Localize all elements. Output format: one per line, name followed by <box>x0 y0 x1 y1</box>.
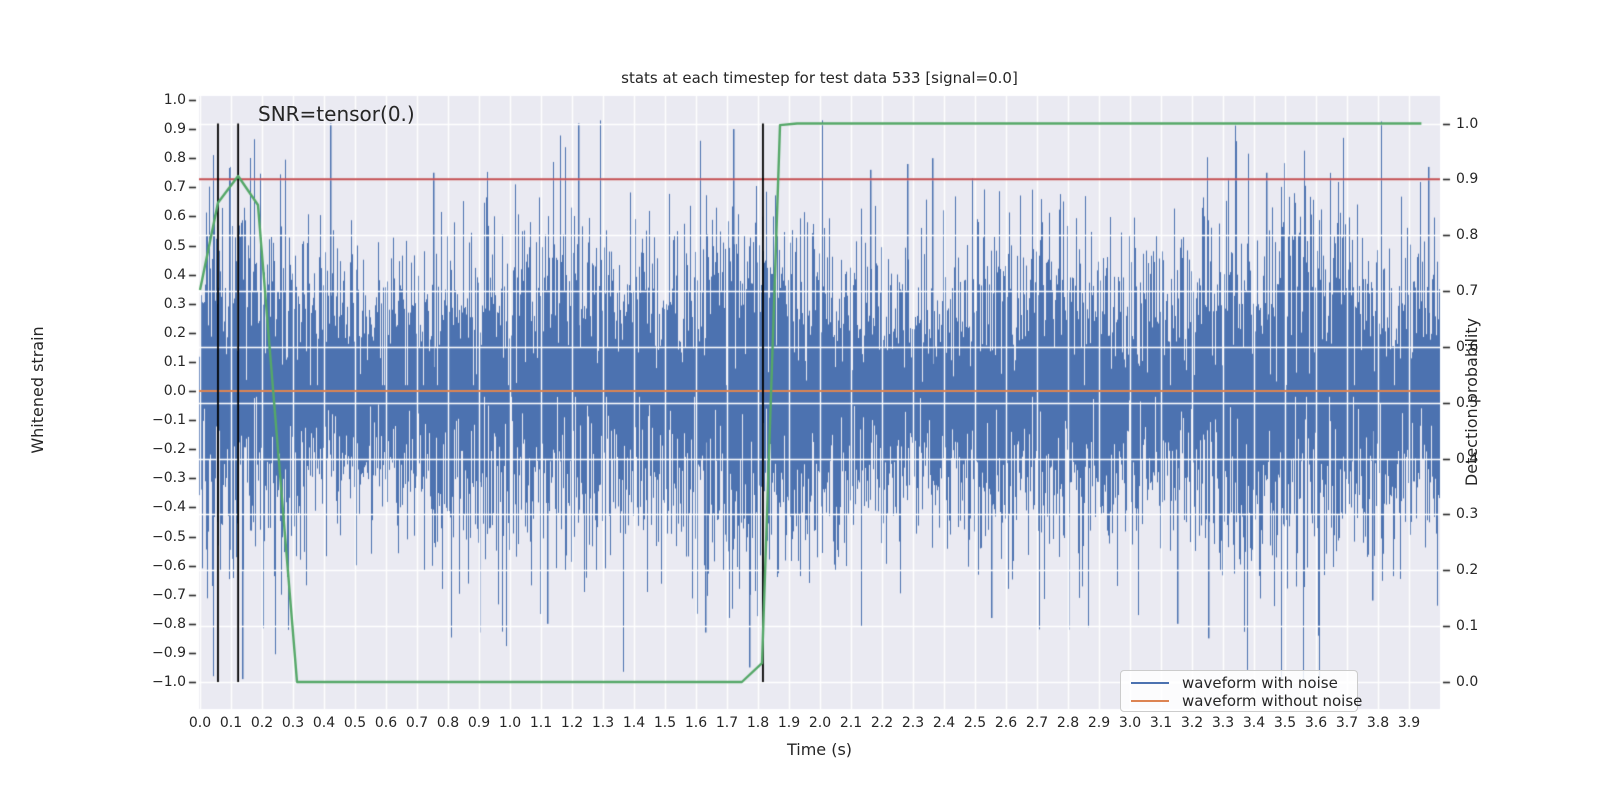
y-right-tick-label: 0.1 <box>1456 618 1479 635</box>
x-tick-label: 3.3 <box>1211 715 1235 731</box>
x-tick-label: 0.9 <box>467 715 491 731</box>
x-tick-label: 2.3 <box>901 715 925 731</box>
x-tick-label: 3.1 <box>1149 715 1173 731</box>
y-left-tick-label: 0.2 <box>163 324 186 341</box>
x-tick-label: 0.5 <box>343 715 367 731</box>
y-right-tick-label: 0.3 <box>1456 506 1479 523</box>
y-left-tick-label: −0.6 <box>152 557 186 574</box>
x-tick-label: 1.5 <box>653 715 677 731</box>
y-right-tick-label: 0.9 <box>1456 171 1479 188</box>
legend-label-with-noise: waveform with noise <box>1182 674 1338 692</box>
x-tick-label: 1.0 <box>498 715 522 731</box>
y-left-tick-label: −0.8 <box>152 615 186 632</box>
x-tick-label: 2.1 <box>839 715 863 731</box>
y-right-tick-label: 0.5 <box>1456 394 1479 411</box>
x-tick-label: 2.2 <box>870 715 894 731</box>
y-left-tick-label: 0.1 <box>163 353 186 370</box>
y-axis-label-left: Whitened strain <box>28 326 47 454</box>
y-left-tick-label: −0.9 <box>152 644 186 661</box>
x-tick-label: 1.4 <box>622 715 646 731</box>
x-tick-label: 3.7 <box>1335 715 1359 731</box>
y-left-tick-label: −0.2 <box>152 441 186 458</box>
y-left-tick-label: −0.3 <box>152 470 186 487</box>
y-left-tick-label: −0.4 <box>152 499 186 516</box>
y-left-tick-label: 0.8 <box>163 150 186 167</box>
y-left-tick-label: 0.5 <box>163 237 186 254</box>
x-tick-label: 3.8 <box>1366 715 1390 731</box>
x-tick-label: 3.6 <box>1304 715 1328 731</box>
x-tick-label: 1.1 <box>529 715 553 731</box>
legend-line-sample-blue <box>1131 682 1169 684</box>
x-tick-label: 0.3 <box>281 715 305 731</box>
x-tick-label: 0.2 <box>250 715 274 731</box>
y-right-tick-label: 0.7 <box>1456 283 1479 300</box>
legend: waveform with noise waveform without noi… <box>1120 670 1362 712</box>
x-axis-label: Time (s) <box>786 740 853 759</box>
x-tick-label: 0.0 <box>188 715 212 731</box>
x-tick-label: 2.5 <box>963 715 987 731</box>
y-left-tick-label: −0.7 <box>152 586 186 603</box>
snr-annotation: SNR=tensor(0.) <box>258 102 415 126</box>
x-tick-label: 0.8 <box>436 715 460 731</box>
legend-row-with-noise: waveform with noise <box>1131 674 1357 692</box>
chart-title: stats at each timestep for test data 533… <box>621 69 1018 87</box>
x-tick-label: 1.6 <box>684 715 708 731</box>
x-tick-label: 1.8 <box>746 715 770 731</box>
x-tick-label: 2.4 <box>932 715 956 731</box>
x-tick-label: 3.9 <box>1397 715 1421 731</box>
x-tick-label: 2.6 <box>994 715 1018 731</box>
y-right-tick-label: 0.4 <box>1456 450 1479 467</box>
x-tick-label: 3.2 <box>1180 715 1204 731</box>
y-left-tick-label: 0.0 <box>163 383 186 399</box>
x-tick-label: 3.4 <box>1242 715 1266 731</box>
x-tick-label: 0.6 <box>374 715 398 731</box>
y-right-tick-label: 0.8 <box>1456 227 1479 244</box>
y-left-tick-label: 0.6 <box>163 208 186 225</box>
legend-label-without-noise: waveform without noise <box>1182 692 1363 710</box>
y-left-tick-label: 0.4 <box>163 266 186 283</box>
y-left-tick-label: 1.0 <box>163 92 186 108</box>
x-tick-label: 3.0 <box>1118 715 1142 731</box>
y-right-tick-label: 0.6 <box>1456 338 1479 355</box>
x-tick-label: 1.9 <box>777 715 801 731</box>
y-right-tick-label: 0.0 <box>1456 674 1479 690</box>
x-tick-label: 2.8 <box>1056 715 1080 731</box>
x-tick-label: 0.4 <box>312 715 336 731</box>
y-right-tick-label: 0.2 <box>1456 562 1479 579</box>
y-left-tick-label: 0.7 <box>163 179 186 196</box>
y-left-tick-label: −0.5 <box>152 528 186 545</box>
x-tick-label: 1.2 <box>560 715 584 731</box>
x-tick-label: 1.3 <box>591 715 615 731</box>
y-left-tick-label: 0.9 <box>163 121 186 138</box>
x-tick-label: 2.9 <box>1087 715 1111 731</box>
x-tick-label: 3.5 <box>1273 715 1297 731</box>
legend-line-sample-orange <box>1131 700 1169 702</box>
legend-row-without-noise: waveform without noise <box>1131 692 1362 710</box>
y-left-tick-label: −0.1 <box>152 412 186 429</box>
x-tick-label: 1.7 <box>715 715 739 731</box>
y-right-tick-label: 1.0 <box>1456 115 1479 132</box>
x-tick-label: 2.7 <box>1025 715 1049 731</box>
y-left-tick-label: 0.3 <box>163 295 186 312</box>
y-left-tick-label: −1.0 <box>152 674 186 690</box>
x-tick-label: 2.0 <box>808 715 832 731</box>
x-tick-label: 0.1 <box>219 715 243 731</box>
x-tick-label: 0.7 <box>405 715 429 731</box>
